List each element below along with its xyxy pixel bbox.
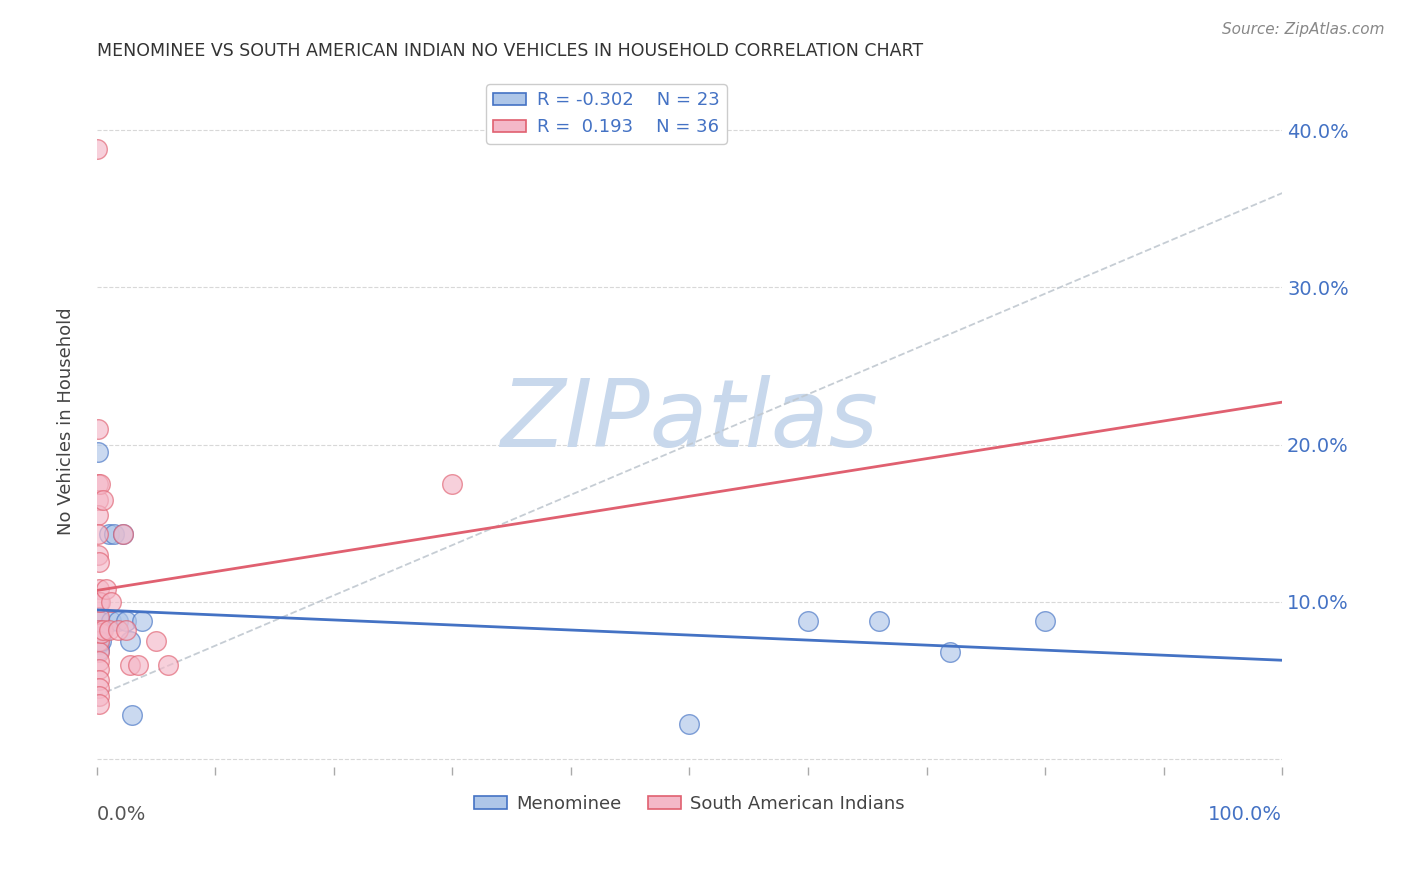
Point <box>118 634 141 648</box>
Point <box>89 595 111 609</box>
Point <box>91 492 114 507</box>
Point <box>107 614 129 628</box>
Point <box>121 707 143 722</box>
Point <box>87 614 110 628</box>
Point <box>441 476 464 491</box>
Point <box>115 623 138 637</box>
Point <box>90 626 112 640</box>
Point <box>87 445 110 459</box>
Point <box>797 614 820 628</box>
Point <box>87 610 110 624</box>
Point <box>87 476 110 491</box>
Point <box>91 623 114 637</box>
Point <box>87 508 110 523</box>
Point <box>678 717 700 731</box>
Point <box>87 681 110 695</box>
Point <box>87 629 110 643</box>
Text: 0.0%: 0.0% <box>97 805 146 823</box>
Point <box>87 689 110 703</box>
Text: 100.0%: 100.0% <box>1208 805 1282 823</box>
Y-axis label: No Vehicles in Household: No Vehicles in Household <box>58 307 75 535</box>
Point <box>87 555 110 569</box>
Point <box>868 614 890 628</box>
Point <box>87 527 110 541</box>
Point <box>97 623 120 637</box>
Point <box>87 697 110 711</box>
Point <box>86 142 108 156</box>
Point <box>87 582 110 596</box>
Point <box>87 662 110 676</box>
Point <box>89 623 111 637</box>
Point <box>96 582 118 596</box>
Point <box>87 637 110 651</box>
Point <box>87 645 110 659</box>
Point <box>89 476 111 491</box>
Point <box>107 623 129 637</box>
Point <box>1033 614 1056 628</box>
Text: Source: ZipAtlas.com: Source: ZipAtlas.com <box>1222 22 1385 37</box>
Point <box>145 634 167 648</box>
Point <box>118 657 141 672</box>
Text: ZIPatlas: ZIPatlas <box>501 376 879 467</box>
Point <box>115 614 138 628</box>
Point <box>939 645 962 659</box>
Point <box>87 643 110 657</box>
Point <box>87 595 110 609</box>
Point <box>100 614 122 628</box>
Point <box>127 657 149 672</box>
Point <box>87 654 110 668</box>
Point <box>111 527 134 541</box>
Point <box>97 527 120 541</box>
Point <box>87 492 110 507</box>
Point <box>156 657 179 672</box>
Point <box>100 595 122 609</box>
Text: MENOMINEE VS SOUTH AMERICAN INDIAN NO VEHICLES IN HOUSEHOLD CORRELATION CHART: MENOMINEE VS SOUTH AMERICAN INDIAN NO VE… <box>97 42 922 60</box>
Point <box>89 614 111 628</box>
Point <box>87 673 110 688</box>
Legend: Menominee, South American Indians: Menominee, South American Indians <box>467 788 911 820</box>
Point <box>90 634 112 648</box>
Point <box>87 422 110 436</box>
Point <box>131 614 153 628</box>
Point <box>111 527 134 541</box>
Point <box>87 623 110 637</box>
Point <box>103 527 125 541</box>
Point <box>87 634 110 648</box>
Point <box>87 623 110 637</box>
Point <box>87 548 110 562</box>
